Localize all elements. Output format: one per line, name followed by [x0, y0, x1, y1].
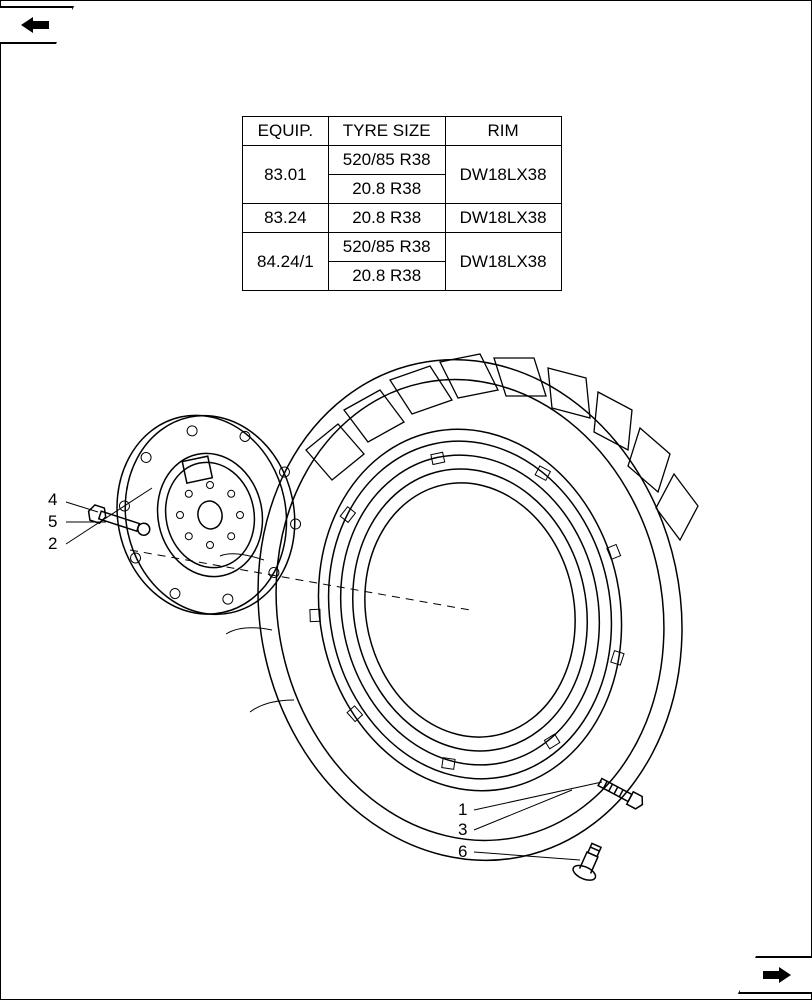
cell-tyre: 20.8 R38	[328, 262, 445, 291]
tyre-spec-table: EQUIP. TYRE SIZE RIM 83.01 520/85 R38 DW…	[242, 116, 562, 291]
cell-tyre: 520/85 R38	[328, 233, 445, 262]
valve	[571, 841, 608, 884]
header-equip: EQUIP.	[243, 117, 329, 146]
cell-tyre: 20.8 R38	[328, 204, 445, 233]
table-row: 84.24/1 520/85 R38 DW18LX38	[243, 233, 562, 262]
wheel-hub	[99, 399, 313, 630]
tyre-assembly	[212, 330, 728, 900]
exploded-diagram: 4 5 2 1 3 6	[0, 330, 812, 970]
table-row: 83.24 20.8 R38 DW18LX38	[243, 204, 562, 233]
callout-5: 5	[48, 512, 57, 532]
rim-bolt	[597, 776, 646, 811]
header-rim: RIM	[445, 117, 561, 146]
cell-rim: DW18LX38	[445, 204, 561, 233]
cell-rim: DW18LX38	[445, 233, 561, 291]
cell-tyre: 520/85 R38	[328, 146, 445, 175]
callout-4: 4	[48, 490, 57, 510]
cell-equip: 83.24	[243, 204, 329, 233]
cell-equip: 84.24/1	[243, 233, 329, 291]
table-row: 83.01 520/85 R38 DW18LX38	[243, 146, 562, 175]
cell-rim: DW18LX38	[445, 146, 561, 204]
callout-3: 3	[458, 820, 467, 840]
callout-6: 6	[458, 842, 467, 862]
table-header-row: EQUIP. TYRE SIZE RIM	[243, 117, 562, 146]
back-arrow-icon	[19, 16, 53, 34]
callout-2: 2	[48, 534, 57, 554]
header-tyre: TYRE SIZE	[328, 117, 445, 146]
cell-equip: 83.01	[243, 146, 329, 204]
callout-1: 1	[458, 800, 467, 820]
cell-tyre: 20.8 R38	[328, 175, 445, 204]
